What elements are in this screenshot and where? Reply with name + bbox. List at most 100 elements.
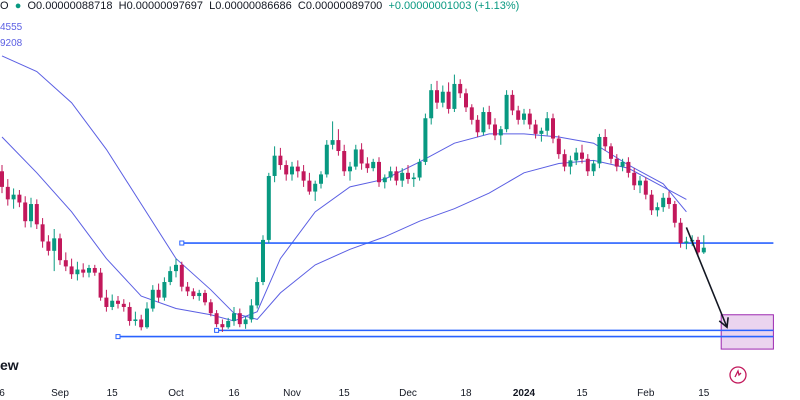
candle-body (266, 175, 271, 240)
candle-body (527, 113, 532, 125)
candle (81, 263, 86, 278)
candle-body (226, 321, 231, 328)
x-tick-label: 15 (698, 388, 710, 399)
candle (290, 161, 294, 181)
arrow-head (718, 317, 729, 329)
candle-body (377, 161, 381, 183)
candle-body (701, 247, 706, 253)
candle-body (609, 146, 613, 159)
candle (174, 258, 178, 278)
candle-body (261, 239, 265, 283)
candle-body (295, 166, 300, 172)
candle (5, 179, 10, 206)
candle-body (464, 93, 468, 108)
candle (493, 118, 497, 141)
candle (551, 113, 555, 144)
candle-body (359, 149, 364, 164)
candle (591, 160, 596, 176)
candle-body (406, 172, 410, 180)
candle-body (348, 166, 352, 172)
candle-body (522, 113, 526, 120)
candle (220, 319, 225, 332)
indicator-2-value: 9208 (0, 38, 23, 49)
candle (504, 90, 509, 133)
candle-body (516, 110, 521, 120)
candle-body (168, 271, 173, 283)
candle-body (336, 140, 341, 152)
candle (452, 74, 457, 113)
moving-average-line-1 (1, 55, 687, 320)
candle-body (52, 238, 57, 251)
candle (104, 289, 109, 312)
candle-body (46, 241, 51, 251)
candle-body (440, 91, 445, 103)
candle-body (649, 194, 654, 211)
candle (156, 283, 161, 303)
candle-body (5, 186, 10, 200)
candle-body (435, 90, 439, 103)
candle (400, 168, 405, 187)
candle-body (284, 165, 289, 175)
indicator-1-value: 4555 (0, 22, 23, 33)
candle (46, 235, 51, 256)
candle (232, 306, 236, 326)
candle (638, 175, 642, 194)
watermark-text: ew (0, 357, 19, 373)
candle-body (638, 180, 642, 186)
candle-body (92, 267, 97, 273)
candle-body (614, 158, 619, 167)
candle (655, 202, 660, 217)
candle-body (498, 129, 503, 136)
candle (672, 200, 677, 228)
candle (667, 191, 671, 209)
candle-body (145, 308, 149, 328)
candle (487, 105, 492, 130)
candle (63, 252, 68, 272)
candle-body (17, 194, 22, 203)
candle-body (568, 160, 573, 167)
candle (568, 155, 573, 175)
candle (58, 233, 62, 265)
candle (261, 235, 265, 286)
x-tick-label: 15 (339, 388, 351, 399)
candle-body (597, 136, 602, 164)
support-line-handle-3 (115, 334, 121, 340)
candle-body (481, 112, 486, 133)
x-tick-label: Feb (637, 388, 655, 399)
candle (464, 88, 468, 113)
candle (353, 144, 358, 170)
candle-body (0, 171, 4, 187)
candle (388, 166, 393, 181)
x-tick-label: 16 (228, 388, 240, 399)
candle (678, 218, 683, 248)
candle-body (98, 272, 103, 298)
candle-body (551, 118, 555, 139)
candle (203, 289, 207, 306)
candle-body (237, 313, 242, 325)
candle-body (330, 140, 335, 145)
x-tick-label: 15 (107, 388, 119, 399)
candle-body (179, 264, 184, 287)
candle-body (208, 302, 213, 314)
candle (562, 149, 567, 172)
candle (75, 261, 80, 281)
low-value: L0.00000086686 (209, 0, 292, 12)
candle-body (81, 269, 86, 273)
candle-body (34, 204, 39, 225)
candle (208, 299, 213, 317)
candle-body (214, 313, 219, 325)
candle (307, 172, 312, 195)
moving-averages (1, 55, 687, 322)
candle-body (191, 291, 196, 297)
moving-average-line-2 (1, 133, 687, 322)
candle (527, 108, 532, 130)
candle-body (684, 241, 689, 244)
candle-body (475, 119, 480, 133)
candle (371, 158, 376, 172)
x-tick-label: Sep (51, 388, 69, 399)
candle (342, 144, 347, 176)
candle (92, 264, 97, 276)
tradingview-logo (729, 366, 747, 384)
candle-body (121, 303, 126, 307)
